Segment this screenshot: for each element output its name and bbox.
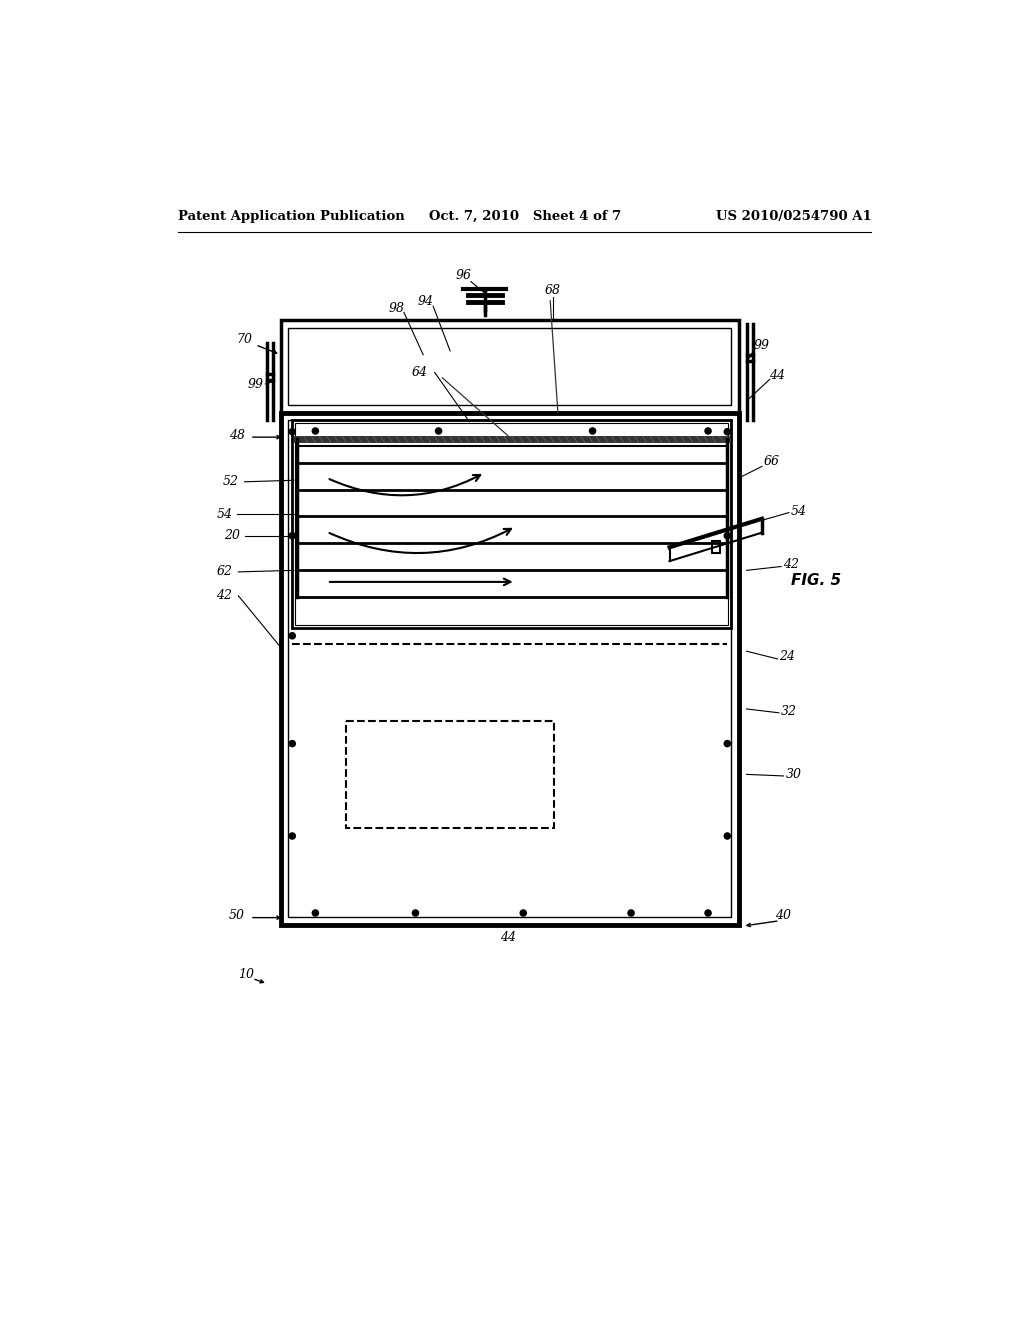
Text: 42: 42 [216, 589, 232, 602]
Text: 70: 70 [237, 333, 253, 346]
Circle shape [289, 532, 295, 539]
Text: FIG. 5: FIG. 5 [792, 573, 842, 587]
Text: 40: 40 [775, 908, 792, 921]
Circle shape [312, 428, 318, 434]
Circle shape [289, 632, 295, 639]
Text: 64: 64 [412, 366, 427, 379]
Text: 66: 66 [763, 454, 779, 467]
Circle shape [705, 428, 711, 434]
Text: 24: 24 [778, 649, 795, 663]
Bar [281, 412, 739, 924]
Text: 44: 44 [500, 931, 516, 944]
Circle shape [705, 909, 711, 916]
Text: 99: 99 [248, 378, 263, 391]
Bar [712, 541, 720, 553]
Text: 44: 44 [769, 370, 785, 381]
Circle shape [724, 429, 730, 434]
Text: 42: 42 [783, 558, 799, 572]
Circle shape [289, 833, 295, 840]
Text: 54: 54 [216, 508, 232, 520]
Text: 96: 96 [456, 269, 471, 282]
Circle shape [724, 532, 730, 539]
Text: 52: 52 [222, 475, 239, 488]
Text: 68: 68 [545, 284, 560, 297]
Circle shape [435, 428, 441, 434]
Text: 54: 54 [791, 504, 807, 517]
Text: US 2010/0254790 A1: US 2010/0254790 A1 [716, 210, 871, 223]
Bar [281, 321, 739, 413]
Circle shape [628, 909, 634, 916]
Circle shape [413, 909, 419, 916]
Text: 99: 99 [754, 339, 770, 352]
Circle shape [520, 909, 526, 916]
Bar [289, 327, 731, 405]
Bar [292, 420, 731, 628]
Bar [346, 721, 554, 829]
Text: 94: 94 [418, 296, 433, 308]
Circle shape [289, 741, 295, 747]
Circle shape [590, 428, 596, 434]
Circle shape [312, 909, 318, 916]
Text: 32: 32 [781, 705, 797, 718]
Circle shape [724, 741, 730, 747]
Bar [295, 424, 728, 626]
Circle shape [724, 833, 730, 840]
Text: 62: 62 [216, 565, 232, 578]
Circle shape [289, 429, 295, 434]
Text: 30: 30 [786, 768, 802, 781]
Text: 10: 10 [238, 968, 254, 981]
Text: 20: 20 [224, 529, 241, 543]
Text: 98: 98 [388, 302, 404, 315]
Text: 50: 50 [228, 908, 245, 921]
Text: Oct. 7, 2010   Sheet 4 of 7: Oct. 7, 2010 Sheet 4 of 7 [429, 210, 621, 223]
Bar [289, 420, 731, 917]
Text: 48: 48 [228, 429, 245, 442]
Text: Patent Application Publication: Patent Application Publication [178, 210, 406, 223]
